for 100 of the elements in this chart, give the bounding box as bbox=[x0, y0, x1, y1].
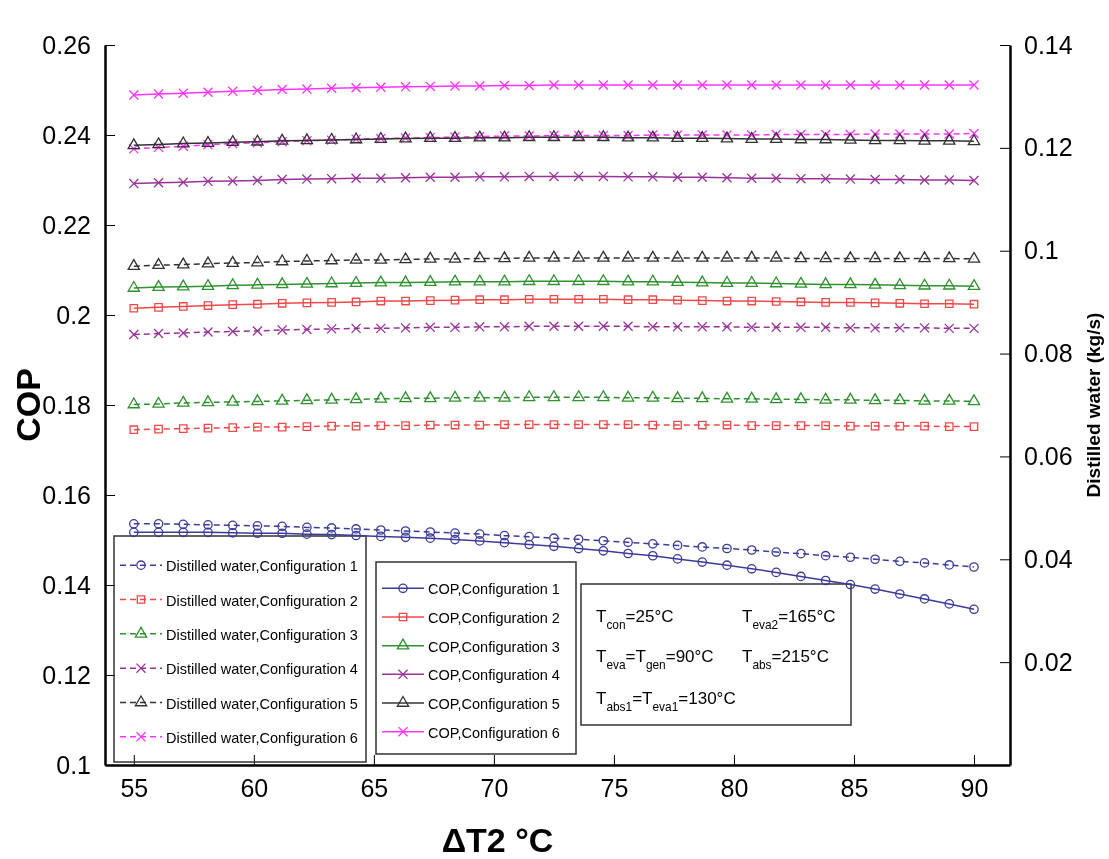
point bbox=[475, 295, 485, 305]
point bbox=[326, 173, 337, 184]
point bbox=[697, 172, 708, 183]
point bbox=[820, 575, 831, 586]
point bbox=[326, 523, 337, 533]
point bbox=[623, 295, 633, 305]
point bbox=[376, 421, 386, 430]
point bbox=[228, 423, 238, 432]
point bbox=[128, 527, 139, 538]
y-tick-label: 0.22 bbox=[42, 210, 91, 239]
point bbox=[869, 322, 881, 334]
point bbox=[771, 322, 782, 333]
point bbox=[275, 393, 289, 405]
point bbox=[253, 299, 262, 309]
point bbox=[771, 421, 781, 430]
point bbox=[374, 391, 388, 403]
point bbox=[178, 327, 189, 339]
point bbox=[671, 391, 684, 403]
point bbox=[153, 142, 164, 153]
point bbox=[251, 277, 264, 289]
point bbox=[498, 274, 511, 286]
point bbox=[597, 390, 610, 402]
x-axis-title: ΔT2 °C bbox=[441, 821, 554, 859]
point bbox=[573, 171, 584, 182]
point bbox=[300, 393, 314, 405]
point bbox=[796, 297, 806, 307]
point bbox=[153, 88, 164, 100]
point bbox=[276, 174, 288, 185]
point bbox=[251, 255, 264, 267]
point bbox=[746, 79, 757, 91]
point bbox=[201, 135, 215, 147]
point bbox=[622, 79, 634, 91]
point bbox=[129, 303, 139, 313]
point bbox=[771, 567, 782, 578]
point bbox=[894, 79, 905, 91]
point bbox=[202, 176, 214, 187]
point bbox=[176, 136, 190, 148]
point bbox=[399, 252, 412, 264]
point bbox=[967, 394, 981, 406]
point bbox=[919, 594, 930, 604]
point bbox=[425, 527, 436, 537]
point bbox=[720, 250, 734, 262]
point bbox=[153, 527, 164, 538]
point bbox=[796, 548, 806, 559]
point bbox=[202, 139, 214, 150]
point bbox=[968, 323, 980, 334]
point bbox=[771, 79, 782, 91]
point bbox=[598, 294, 608, 304]
point bbox=[474, 529, 485, 539]
point bbox=[499, 537, 510, 548]
annotation: T$_{eva2}$=165°C bbox=[742, 607, 836, 632]
point bbox=[423, 251, 437, 263]
legend-label: Distilled water,Configuration 2 bbox=[166, 592, 358, 609]
point bbox=[400, 322, 411, 334]
point bbox=[598, 171, 609, 182]
point bbox=[524, 539, 535, 550]
point bbox=[154, 424, 163, 434]
point bbox=[227, 326, 238, 337]
point bbox=[622, 321, 634, 332]
point bbox=[697, 79, 708, 91]
point bbox=[401, 296, 410, 306]
point bbox=[769, 392, 783, 404]
point bbox=[721, 172, 733, 183]
point bbox=[845, 129, 856, 140]
x-tick-label: 85 bbox=[840, 773, 869, 802]
point bbox=[968, 128, 980, 139]
point bbox=[228, 300, 238, 310]
point bbox=[178, 141, 189, 152]
point bbox=[695, 275, 709, 287]
point bbox=[522, 274, 536, 286]
point bbox=[820, 550, 831, 561]
x-tick-label: 90 bbox=[960, 773, 989, 802]
point bbox=[327, 421, 336, 431]
point bbox=[844, 277, 857, 289]
point bbox=[720, 391, 734, 403]
point bbox=[326, 83, 337, 94]
point bbox=[747, 421, 757, 430]
point bbox=[771, 547, 782, 557]
point bbox=[894, 128, 905, 140]
point bbox=[252, 325, 263, 337]
point bbox=[671, 250, 684, 262]
point bbox=[845, 322, 856, 334]
point bbox=[868, 393, 882, 405]
point bbox=[425, 322, 436, 333]
point bbox=[745, 250, 758, 262]
y2-tick-label: 0.06 bbox=[1024, 441, 1073, 470]
point bbox=[621, 274, 635, 286]
point bbox=[277, 422, 287, 432]
point bbox=[549, 294, 559, 304]
point bbox=[746, 545, 757, 555]
point bbox=[423, 274, 437, 287]
point bbox=[349, 392, 363, 404]
point bbox=[720, 275, 734, 287]
point bbox=[721, 321, 733, 332]
point bbox=[522, 250, 536, 262]
point bbox=[473, 274, 487, 286]
point bbox=[697, 557, 708, 567]
point bbox=[745, 275, 758, 287]
point bbox=[794, 392, 808, 404]
point bbox=[746, 563, 757, 574]
